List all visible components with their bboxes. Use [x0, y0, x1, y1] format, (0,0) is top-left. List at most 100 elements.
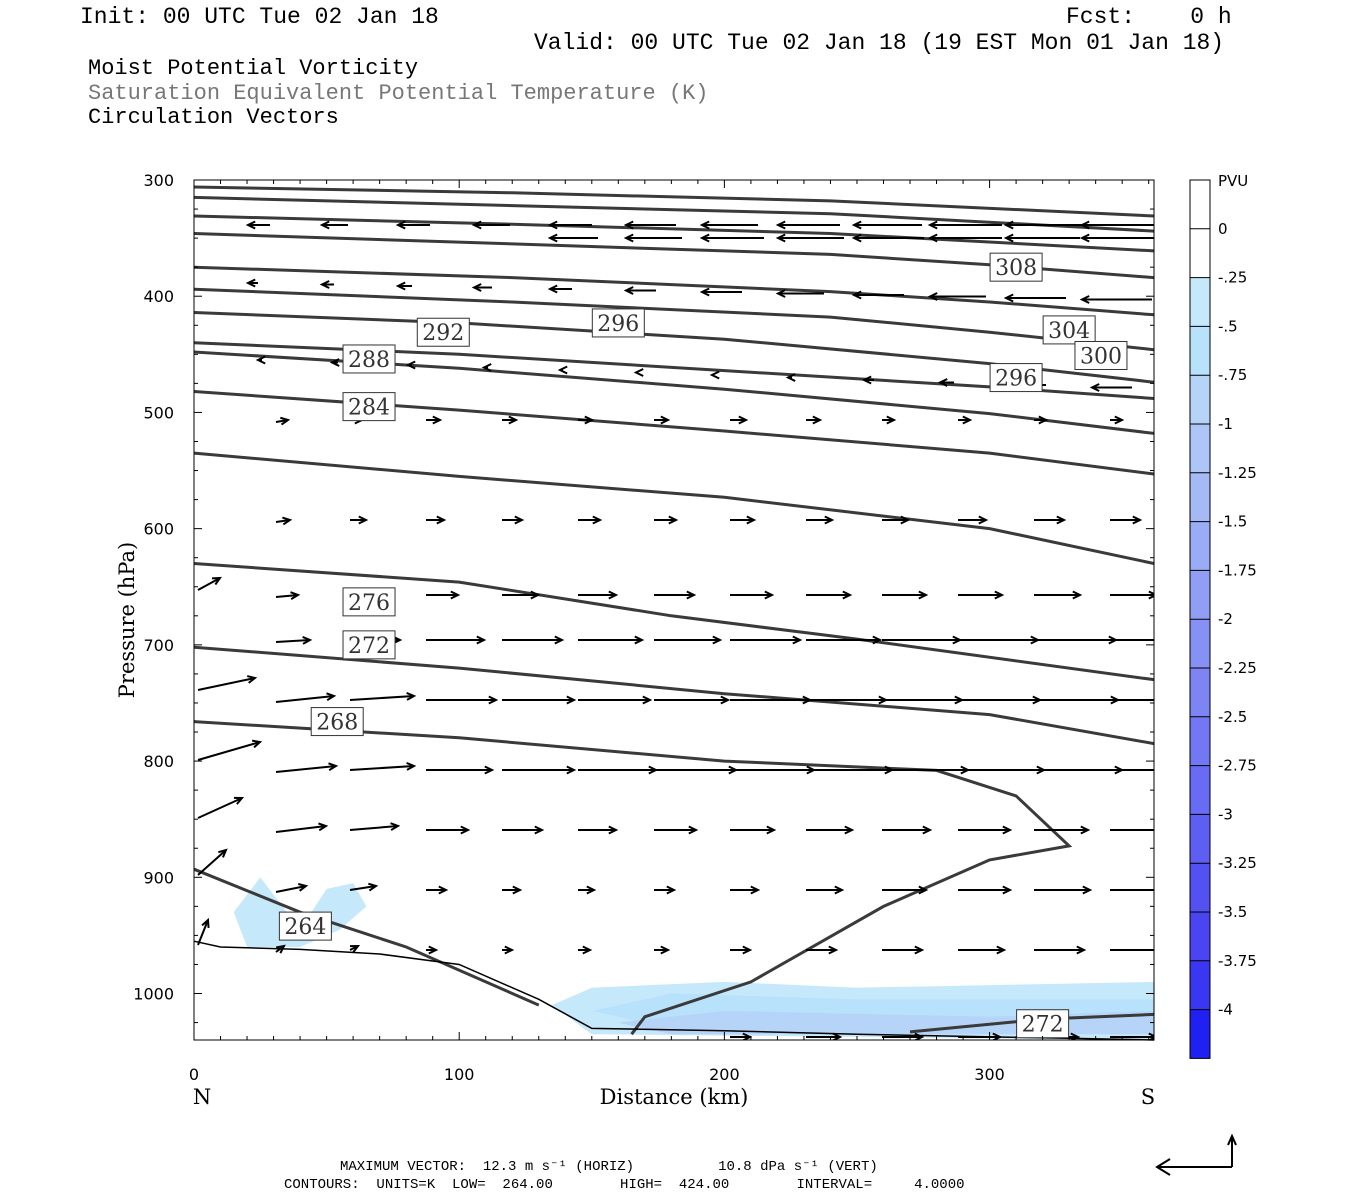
vector-120 — [578, 825, 619, 835]
valid-time: Valid: 00 UTC Tue 02 Jan 18 (19 EST Mon … — [534, 30, 1225, 56]
vector-102 — [1034, 695, 1121, 705]
vector-144 — [578, 945, 593, 955]
vector-23 — [471, 283, 492, 292]
colorbar-cell-12 — [1190, 765, 1210, 815]
vector-75 — [806, 590, 853, 600]
contour-label-264: 264 — [278, 911, 332, 941]
contour-288-9 — [194, 390, 1154, 476]
vector-36 — [557, 365, 568, 375]
legend-vectors: Circulation Vectors — [88, 105, 339, 130]
vector-9 — [927, 220, 1002, 230]
contour-264-14 — [194, 867, 540, 1007]
svg-text:288: 288 — [348, 348, 390, 373]
vector-11 — [1079, 220, 1154, 230]
y-tick-label-700: 700 — [143, 636, 174, 655]
contour-label-272: 272 — [342, 630, 396, 660]
vector-51 — [806, 415, 823, 425]
colorbar-label-13: -3.25 — [1218, 854, 1257, 872]
vector-1 — [319, 220, 348, 230]
colorbar-cell-0 — [1190, 180, 1210, 229]
vector-44 — [275, 416, 291, 426]
vector-116 — [275, 822, 329, 833]
vector-151 — [1110, 949, 1154, 951]
svg-text:276: 276 — [348, 591, 390, 616]
colorbar-label-5: -1.25 — [1218, 464, 1257, 482]
colorbar-cell-3 — [1190, 326, 1210, 376]
vector-142 — [426, 945, 439, 955]
vector-113 — [958, 765, 1047, 775]
x-tick-label-200: 200 — [709, 1065, 740, 1084]
vector-3 — [471, 220, 510, 230]
colorbar-label-12: -3 — [1218, 805, 1233, 823]
vector-49 — [654, 415, 671, 425]
vector-109 — [654, 765, 739, 775]
colorbar: PVU 0 -.25 -.5 -.75 -1 -1.25 -1.5 -1.75 -2 -2.25 -2… — [1189, 172, 1257, 1059]
vector-20 — [245, 278, 258, 288]
y-tick-label-900: 900 — [143, 868, 174, 887]
vector-114 — [1034, 765, 1125, 775]
colorbar-label-15: -3.75 — [1218, 952, 1257, 970]
colorbar-cell-2 — [1190, 277, 1210, 327]
colorbar-label-11: -2.75 — [1218, 757, 1257, 775]
colorbar-cell-6 — [1190, 472, 1210, 522]
vector-90 — [1034, 635, 1119, 645]
svg-text:308: 308 — [995, 256, 1037, 281]
vector-63 — [806, 515, 835, 525]
vector-80 — [275, 636, 313, 645]
vector-131 — [502, 885, 523, 895]
vector-86 — [730, 635, 803, 645]
vector-134 — [730, 885, 761, 895]
vector-119 — [502, 825, 545, 835]
vector-61 — [654, 515, 679, 525]
vector-129 — [349, 882, 379, 892]
contour-304-4 — [194, 265, 1154, 317]
vector-84 — [578, 635, 645, 645]
vector-59 — [502, 515, 525, 525]
contour-label-304: 304 — [1042, 315, 1096, 345]
colorbar-cell-8 — [1190, 570, 1210, 620]
vector-97 — [654, 695, 731, 705]
vector-106 — [426, 765, 495, 775]
vector-96 — [578, 695, 653, 705]
vector-19 — [1079, 233, 1154, 243]
colorbar-label-7: -1.75 — [1218, 561, 1257, 579]
colorbar-label-10: -2.5 — [1218, 708, 1247, 726]
vector-91 — [1110, 639, 1154, 641]
vector-56 — [275, 516, 293, 526]
vector-107 — [502, 765, 577, 775]
colorbar-label-4: -1 — [1218, 415, 1233, 433]
vector-108 — [578, 765, 659, 775]
vector-77 — [958, 590, 1005, 600]
vector-163 — [197, 917, 210, 946]
x-tick-label-0: 0 — [189, 1065, 199, 1084]
vector-67 — [1110, 515, 1143, 525]
svg-text:268: 268 — [316, 711, 358, 736]
vector-76 — [882, 590, 929, 600]
contour-label-272: 272 — [1016, 1009, 1070, 1039]
contour-300-2 — [194, 214, 1154, 253]
vector-124 — [882, 825, 933, 835]
y-axis-label: Pressure (hPa) — [115, 542, 139, 698]
vector-85 — [654, 635, 723, 645]
vector-34 — [405, 360, 416, 370]
colorbar-cell-7 — [1190, 521, 1210, 571]
vector-2 — [395, 220, 430, 230]
vector-29 — [927, 292, 986, 301]
vector-52 — [882, 415, 897, 425]
vector-95 — [502, 695, 577, 705]
svg-text:304: 304 — [1048, 319, 1090, 344]
vector-57 — [350, 515, 369, 525]
vector-121 — [654, 825, 699, 835]
vector-66 — [1034, 515, 1067, 525]
vector-128 — [275, 883, 309, 893]
vector-88 — [882, 635, 963, 645]
vector-37 — [633, 368, 644, 377]
vector-28 — [851, 290, 904, 300]
vector-15 — [775, 233, 844, 243]
legend-pv: Moist Potential Vorticity — [88, 56, 419, 81]
y-tick-label-1000: 1000 — [133, 985, 174, 1004]
init-time: Init: 00 UTC Tue 02 Jan 18 — [80, 4, 439, 30]
vector-117 — [349, 822, 401, 831]
contour-label-292: 292 — [416, 317, 470, 347]
